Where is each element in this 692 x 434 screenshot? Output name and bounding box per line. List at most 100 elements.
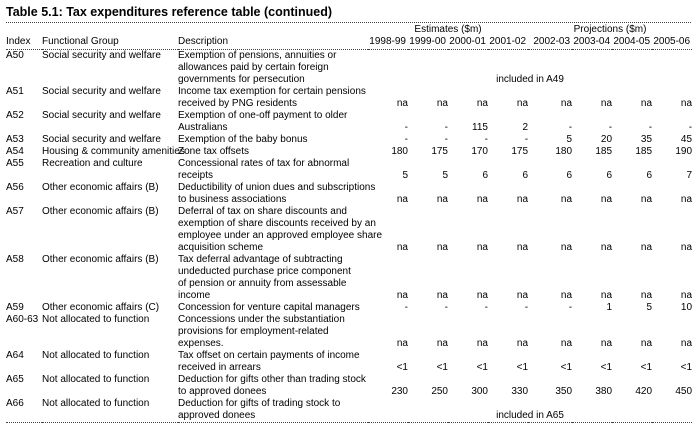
row-index: A65	[6, 374, 24, 385]
row-value: na	[680, 242, 692, 253]
estimates-group-header: Estimates ($m)	[414, 24, 482, 35]
row-value: na	[600, 290, 613, 301]
row-value: -	[524, 134, 529, 145]
row-value: 5	[566, 134, 573, 145]
row-value: na	[436, 338, 448, 349]
functional-group-column-header: Functional Group	[42, 36, 178, 50]
row-index: A50	[6, 50, 24, 61]
row-value: 5	[646, 302, 653, 313]
row-value: <1	[560, 362, 573, 373]
row-value: 115	[472, 122, 488, 133]
row-value: 350	[555, 386, 573, 397]
row-value: na	[640, 242, 653, 253]
row-value: na	[680, 290, 692, 301]
year-column-header: 2001-02	[488, 36, 529, 50]
row-value: na	[516, 338, 529, 349]
row-value: na	[640, 338, 653, 349]
row-value: na	[476, 242, 488, 253]
table-row: A65 Not allocated to function Deduction fo…	[6, 374, 692, 398]
row-value: -	[484, 134, 488, 145]
row-description: Exemption of the baby bonus	[178, 134, 308, 145]
row-value: na	[396, 290, 408, 301]
row-value: 185	[635, 146, 653, 157]
year-column-header: 1998-99	[368, 36, 408, 50]
row-value: na	[396, 338, 408, 349]
row-note: included in A65	[496, 410, 564, 421]
row-value: -	[568, 302, 573, 313]
row-description: Exemption of pensions, annuities or allo…	[178, 50, 337, 85]
row-value: na	[680, 98, 692, 109]
row-value: -	[608, 122, 613, 133]
row-value: 6	[522, 170, 529, 181]
row-value: -	[404, 122, 408, 133]
row-value: 250	[431, 386, 448, 397]
row-value: na	[600, 194, 613, 205]
row-value: 5	[402, 170, 408, 181]
row-functional-group: Not allocated to function	[42, 374, 150, 385]
row-value: 300	[471, 386, 488, 397]
row-value: 1	[606, 302, 613, 313]
row-value: 420	[635, 386, 653, 397]
table-row: A58 Other economic affairs (B) Tax deferra…	[6, 254, 692, 302]
year-column-header: 2003-04	[572, 36, 613, 50]
row-value: -	[688, 122, 692, 133]
table-row: A50 Social security and welfare Exemption …	[6, 50, 692, 87]
row-index: A54	[6, 146, 24, 157]
row-functional-group: Housing & community amenities	[42, 146, 185, 157]
row-value: 180	[391, 146, 408, 157]
row-value: na	[436, 98, 448, 109]
row-value: 6	[646, 170, 653, 181]
row-index: A59	[6, 302, 24, 313]
row-value: 20	[600, 134, 613, 145]
row-value: 170	[471, 146, 488, 157]
row-description: Deferral of tax on share discounts and e…	[178, 206, 383, 253]
row-functional-group: Other economic affairs (C)	[42, 302, 160, 313]
table-row: A52 Social security and welfare Exemption …	[6, 110, 692, 134]
row-index: A58	[6, 254, 24, 265]
table-row: A54 Housing & community amenities Zone tax…	[6, 146, 692, 158]
row-functional-group: Not allocated to function	[42, 350, 150, 361]
row-value: 230	[391, 386, 408, 397]
row-description: Zone tax offsets	[178, 146, 249, 157]
row-index: A51	[6, 86, 24, 97]
row-value: na	[680, 338, 692, 349]
description-column-header: Description	[178, 36, 368, 50]
row-value: na	[396, 98, 408, 109]
row-value: -	[444, 134, 448, 145]
row-value: -	[444, 302, 448, 313]
row-value: na	[560, 194, 573, 205]
row-description: Tax offset on certain payments of income…	[178, 350, 360, 373]
row-value: 6	[482, 170, 488, 181]
row-value: 6	[606, 170, 613, 181]
row-value: na	[640, 194, 653, 205]
table-row: A57 Other economic affairs (B) Deferral of…	[6, 206, 692, 254]
row-description: Exemption of one-off payment to older Au…	[178, 110, 348, 133]
row-value: 6	[566, 170, 573, 181]
row-value: na	[560, 98, 573, 109]
header-spacer	[6, 24, 368, 36]
row-value: na	[516, 242, 529, 253]
year-column-header: 2005-06	[652, 36, 692, 50]
row-value: 5	[442, 170, 448, 181]
row-value: <1	[516, 362, 529, 373]
row-index: A56	[6, 182, 24, 193]
column-header-row: Index Functional Group Description 1998-…	[6, 36, 692, 50]
page-title: Table 5.1: Tax expenditures reference ta…	[6, 5, 691, 23]
row-value: na	[396, 242, 408, 253]
row-value: na	[560, 290, 573, 301]
row-description: Deduction for gifts other than trading s…	[178, 374, 366, 397]
projections-group-header: Projections ($m)	[573, 24, 647, 35]
row-value: -	[648, 122, 653, 133]
row-value: na	[396, 194, 408, 205]
row-value: -	[444, 122, 448, 133]
row-value: na	[476, 338, 488, 349]
row-functional-group: Social security and welfare	[42, 86, 161, 97]
row-value: na	[476, 98, 488, 109]
index-column-header: Index	[6, 36, 42, 50]
row-description: Deduction for gifts of trading stock to …	[178, 398, 341, 421]
row-value: <1	[600, 362, 613, 373]
row-description: Concessional rates of tax for abnormal r…	[178, 158, 350, 181]
row-value: <1	[436, 362, 448, 373]
row-functional-group: Social security and welfare	[42, 50, 161, 61]
row-functional-group: Not allocated to function	[42, 314, 150, 325]
